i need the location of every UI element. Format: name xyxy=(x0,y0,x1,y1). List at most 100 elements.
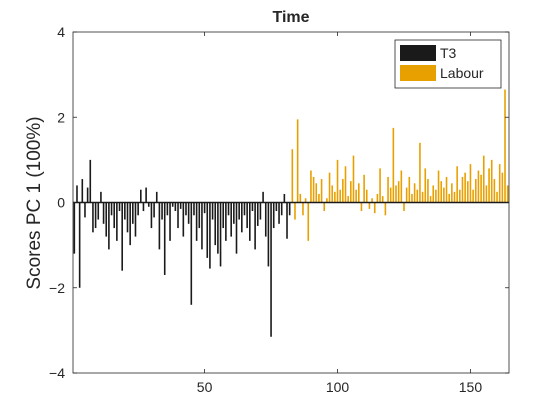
bar-t3-50 xyxy=(203,202,206,214)
bar-t3-55 xyxy=(217,202,219,254)
y-tick-label-4: 4 xyxy=(57,24,65,40)
bar-t3-29 xyxy=(147,202,150,207)
bar-labour-98 xyxy=(331,185,334,203)
bar-labour-150 xyxy=(469,164,472,203)
bar-t3-75 xyxy=(270,202,272,337)
bar-labour-138 xyxy=(437,170,440,203)
bar-t3-51 xyxy=(206,202,209,258)
bar-t3-59 xyxy=(227,202,230,216)
bar-t3-20 xyxy=(124,202,126,220)
bar-labour-100 xyxy=(336,159,339,203)
bar-labour-116 xyxy=(379,168,381,203)
bar-t3-47 xyxy=(195,202,198,241)
bar-t3-67 xyxy=(249,202,251,241)
bar-labour-110 xyxy=(363,174,365,203)
bar-labour-137 xyxy=(435,189,437,203)
bar-t3-62 xyxy=(235,202,238,254)
bar-labour-113 xyxy=(371,198,373,203)
y-tick-label-0: 0 xyxy=(57,195,65,211)
bar-t3-45 xyxy=(190,202,193,305)
bar-t3-19 xyxy=(121,202,123,271)
bar-t3-22 xyxy=(129,202,131,246)
bar-labour-114 xyxy=(373,202,376,214)
bar-labour-132 xyxy=(421,191,424,203)
bar-t3-66 xyxy=(246,202,248,229)
bar-labour-109 xyxy=(360,202,363,212)
bar-labour-146 xyxy=(459,189,461,203)
bar-t3-12 xyxy=(102,202,105,224)
legend-label-t3: T3 xyxy=(440,45,457,61)
bar-t3-54 xyxy=(214,202,217,246)
bar-t3-56 xyxy=(219,202,222,267)
bar-t3-81 xyxy=(286,202,288,239)
bar-labour-101 xyxy=(339,189,341,203)
bar-labour-93 xyxy=(318,193,320,203)
bar-labour-154 xyxy=(480,174,482,203)
bar-t3-49 xyxy=(201,202,203,250)
bar-t3-17 xyxy=(116,202,118,241)
bar-t3-27 xyxy=(142,202,145,212)
bar-labour-86 xyxy=(299,193,302,203)
bar-labour-108 xyxy=(358,183,360,203)
bar-t3-40 xyxy=(177,202,179,229)
bar-labour-142 xyxy=(448,193,450,203)
bar-labour-124 xyxy=(400,170,403,203)
bar-t3-71 xyxy=(259,202,262,220)
bar-t3-76 xyxy=(272,202,275,229)
bar-labour-88 xyxy=(304,198,307,203)
bar-t3-4 xyxy=(81,179,84,203)
bar-t3-2 xyxy=(76,185,78,203)
bar-labour-112 xyxy=(368,202,371,209)
bar-labour-133 xyxy=(424,168,427,203)
bar-t3-48 xyxy=(198,202,201,229)
bar-t3-14 xyxy=(108,202,110,250)
bar-labour-147 xyxy=(461,176,464,203)
bar-labour-149 xyxy=(467,181,469,203)
bar-t3-34 xyxy=(161,202,163,220)
bar-labour-131 xyxy=(419,142,421,203)
bar-t3-7 xyxy=(89,159,92,203)
bar-labour-141 xyxy=(445,176,448,203)
bar-t3-43 xyxy=(185,202,187,216)
bar-labour-157 xyxy=(488,168,490,203)
bar-labour-151 xyxy=(472,189,474,203)
bar-labour-115 xyxy=(376,193,379,203)
bar-labour-95 xyxy=(323,202,326,212)
bar-t3-68 xyxy=(251,202,254,212)
bar-labour-129 xyxy=(413,183,416,203)
bar-labour-152 xyxy=(474,179,477,203)
bar-t3-15 xyxy=(110,202,113,216)
y-tick-label--2: −2 xyxy=(49,280,65,296)
bar-labour-89 xyxy=(307,202,310,241)
bar-t3-46 xyxy=(193,202,195,216)
bar-labour-106 xyxy=(352,155,355,203)
bar-labour-164 xyxy=(506,185,509,203)
bar-labour-103 xyxy=(344,166,347,203)
bar-labour-126 xyxy=(405,187,408,203)
bar-t3-39 xyxy=(174,202,177,212)
axes-group: −4 −2 0 2 4 50 100 150 xyxy=(49,24,510,395)
bar-t3-60 xyxy=(230,202,232,237)
bar-t3-25 xyxy=(137,202,139,216)
bar-labour-162 xyxy=(501,172,504,203)
bar-labour-140 xyxy=(443,187,445,203)
legend: T3 Labour xyxy=(394,39,502,89)
bar-t3-16 xyxy=(113,202,116,229)
bar-labour-84 xyxy=(294,202,296,220)
bar-t3-78 xyxy=(278,202,280,224)
bar-labour-128 xyxy=(411,193,413,203)
bar-labour-97 xyxy=(328,172,331,203)
bar-t3-9 xyxy=(94,202,97,229)
bar-t3-82 xyxy=(288,202,291,216)
bar-labour-161 xyxy=(498,164,501,203)
bar-t3-3 xyxy=(78,202,81,288)
bar-labour-155 xyxy=(482,155,485,203)
bar-labour-144 xyxy=(453,191,456,203)
x-tick-label-100: 100 xyxy=(326,379,350,395)
bar-t3-63 xyxy=(238,202,240,220)
bar-t3-74 xyxy=(267,202,270,267)
bar-labour-121 xyxy=(392,127,395,203)
bar-t3-73 xyxy=(264,202,267,237)
bar-t3-13 xyxy=(105,202,108,237)
bar-labour-125 xyxy=(403,202,405,212)
